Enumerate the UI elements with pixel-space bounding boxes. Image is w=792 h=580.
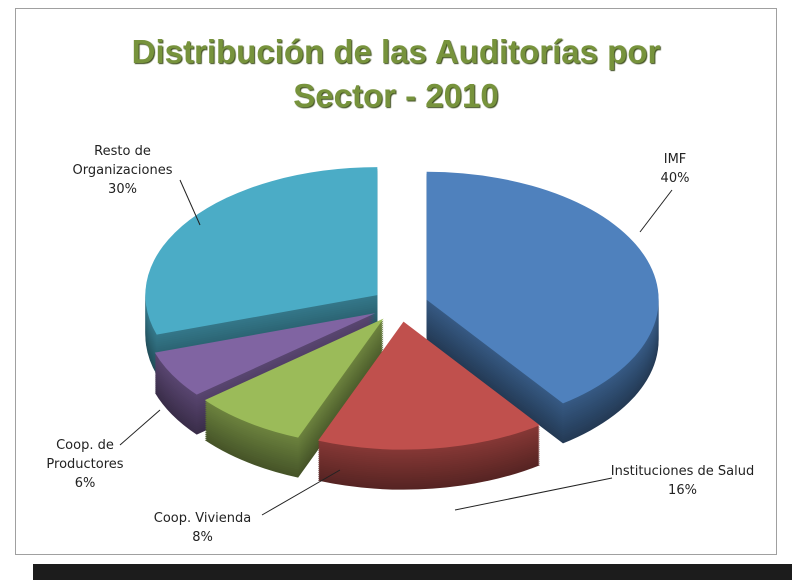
value-label: 6% (74, 476, 96, 491)
chart-title: Distribución de las Auditorías por Secto… (131, 33, 661, 114)
data-label: Coop. Vivienda 8% (130, 509, 275, 547)
bottom-bar (33, 564, 792, 580)
leader-line (454, 477, 613, 511)
leader-line (119, 409, 161, 446)
data-label: Instituciones de Salud 16% (600, 462, 765, 500)
value-label: 8% (192, 530, 213, 545)
data-label: IMF 40% (630, 150, 720, 188)
category-label: Coop. Vivienda (153, 511, 252, 526)
pie-slice (426, 171, 659, 404)
data-label: Resto de Organizaciones 30% (50, 142, 195, 199)
leader-line (261, 469, 341, 516)
leader-line (639, 189, 673, 233)
category-label: Coop. de Productores (46, 438, 124, 472)
pie-slice (318, 321, 540, 450)
data-label: Coop. de Productores 6% (30, 436, 140, 493)
category-label: Instituciones de Salud (610, 464, 755, 479)
category-label: Resto de Organizaciones (72, 144, 173, 178)
leader-line (179, 179, 201, 226)
value-label: 30% (108, 182, 137, 197)
pie-slice (204, 318, 384, 438)
pie-slice (145, 167, 378, 335)
value-label: 40% (660, 171, 690, 186)
pie-slice (154, 313, 376, 395)
value-label: 16% (668, 483, 697, 498)
category-label: IMF (663, 152, 687, 167)
